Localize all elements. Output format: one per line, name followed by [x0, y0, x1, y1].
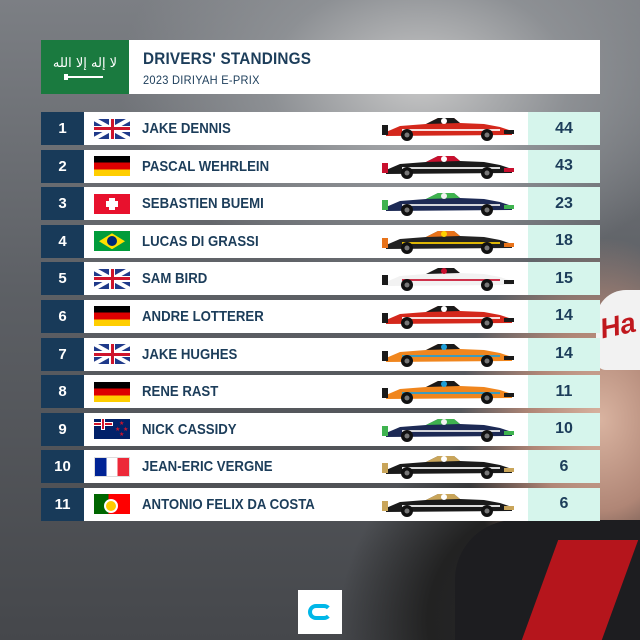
- race-car-icon: [380, 190, 516, 217]
- page-title: DRIVERS' STANDINGS: [143, 49, 312, 68]
- driver-points: 11: [528, 375, 600, 409]
- race-car-icon: [380, 491, 516, 518]
- driver-points: 44: [528, 112, 600, 145]
- germany-flag-icon: [94, 306, 130, 327]
- driver-name: ANTONIO FELIX DA COSTA: [142, 495, 315, 513]
- driver-name: JEAN-ERIC VERGNE: [142, 458, 273, 476]
- driver-points: 14: [528, 337, 600, 371]
- standings-row: 11 ANTONIO FELIX DA COSTA 6: [41, 487, 600, 521]
- driver-points: 6: [528, 487, 600, 521]
- driver-cell: SAM BIRD: [84, 262, 528, 296]
- driver-cell: JAKE DENNIS: [84, 112, 528, 145]
- germany-flag-icon: [94, 156, 130, 177]
- position-number: 10: [41, 450, 84, 484]
- saudi-arabia-flag-icon: لا إله إلا الله: [41, 40, 129, 94]
- formula-e-logo-icon: [298, 590, 342, 634]
- standings-row: 9 ★ ★ ★ ★ NICK CASSIDY 10: [41, 412, 600, 446]
- standings-row: 4 LUCAS DI GRASSI 18: [41, 224, 600, 258]
- driver-name: SAM BIRD: [142, 270, 208, 288]
- background-driver-cap: Ha: [596, 290, 640, 370]
- brazil-flag-icon: [94, 231, 130, 252]
- standings-row: 2 PASCAL WEHRLEIN 43: [41, 149, 600, 183]
- driver-cell: ANDRE LOTTERER: [84, 299, 528, 333]
- germany-flag-icon: [94, 381, 130, 402]
- driver-cell: ★ ★ ★ ★ NICK CASSIDY: [84, 412, 528, 446]
- standings-row: 6 ANDRE LOTTERER 14: [41, 299, 600, 333]
- driver-points: 10: [528, 412, 600, 446]
- race-car-icon: [380, 153, 516, 180]
- position-number: 7: [41, 337, 84, 371]
- driver-points: 6: [528, 450, 600, 484]
- driver-cell: RENE RAST: [84, 375, 528, 409]
- race-car-icon: [380, 416, 516, 443]
- switzerland-flag-icon: [94, 193, 130, 214]
- driver-name: RENE RAST: [142, 383, 219, 401]
- page-subtitle: 2023 DIRIYAH E-PRIX: [143, 73, 260, 87]
- driver-cell: SEBASTIEN BUEMI: [84, 187, 528, 221]
- uk-flag-icon: [94, 118, 130, 139]
- driver-name: NICK CASSIDY: [142, 420, 237, 438]
- standings-header: لا إله إلا الله DRIVERS' STANDINGS 2023 …: [41, 40, 600, 94]
- driver-points: 15: [528, 262, 600, 296]
- race-car-icon: [380, 453, 516, 480]
- driver-points: 23: [528, 187, 600, 221]
- standings-row: 3 SEBASTIEN BUEMI 23: [41, 187, 600, 221]
- position-number: 4: [41, 224, 84, 258]
- driver-cell: LUCAS DI GRASSI: [84, 224, 528, 258]
- driver-cell: PASCAL WEHRLEIN: [84, 149, 528, 183]
- position-number: 9: [41, 412, 84, 446]
- position-number: 8: [41, 375, 84, 409]
- race-car-icon: [380, 115, 516, 142]
- race-car-icon: [380, 341, 516, 368]
- driver-points: 18: [528, 224, 600, 258]
- driver-cell: JEAN-ERIC VERGNE: [84, 450, 528, 484]
- france-flag-icon: [94, 456, 130, 477]
- driver-name: ANDRE LOTTERER: [142, 307, 264, 325]
- standings-row: 10 JEAN-ERIC VERGNE 6: [41, 450, 600, 484]
- driver-name: LUCAS DI GRASSI: [142, 232, 259, 250]
- portugal-flag-icon: [94, 494, 130, 515]
- uk-flag-icon: [94, 344, 130, 365]
- standings-table: 1 JAKE DENNIS 44 2 PASCAL WEHRLEIN 43 3 SEBASTI…: [41, 112, 600, 526]
- position-number: 6: [41, 299, 84, 333]
- position-number: 5: [41, 262, 84, 296]
- standings-row: 5 SAM BIRD 15: [41, 262, 600, 296]
- driver-cell: ANTONIO FELIX DA COSTA: [84, 487, 528, 521]
- race-car-icon: [380, 378, 516, 405]
- standings-row: 8 RENE RAST 11: [41, 375, 600, 409]
- driver-points: 14: [528, 299, 600, 333]
- standings-row: 1 JAKE DENNIS 44: [41, 112, 600, 145]
- driver-name: SEBASTIEN BUEMI: [142, 195, 264, 213]
- position-number: 2: [41, 149, 84, 183]
- uk-flag-icon: [94, 268, 130, 289]
- new-zealand-flag-icon: ★ ★ ★ ★: [94, 419, 130, 440]
- race-car-icon: [380, 303, 516, 330]
- position-number: 1: [41, 112, 84, 145]
- position-number: 3: [41, 187, 84, 221]
- driver-cell: JAKE HUGHES: [84, 337, 528, 371]
- driver-name: JAKE HUGHES: [142, 345, 238, 363]
- driver-name: PASCAL WEHRLEIN: [142, 157, 270, 175]
- driver-name: JAKE DENNIS: [142, 120, 231, 137]
- driver-points: 43: [528, 149, 600, 183]
- standings-row: 7 JAKE HUGHES 14: [41, 337, 600, 371]
- race-car-icon: [380, 265, 516, 292]
- race-car-icon: [380, 228, 516, 255]
- position-number: 11: [41, 487, 84, 521]
